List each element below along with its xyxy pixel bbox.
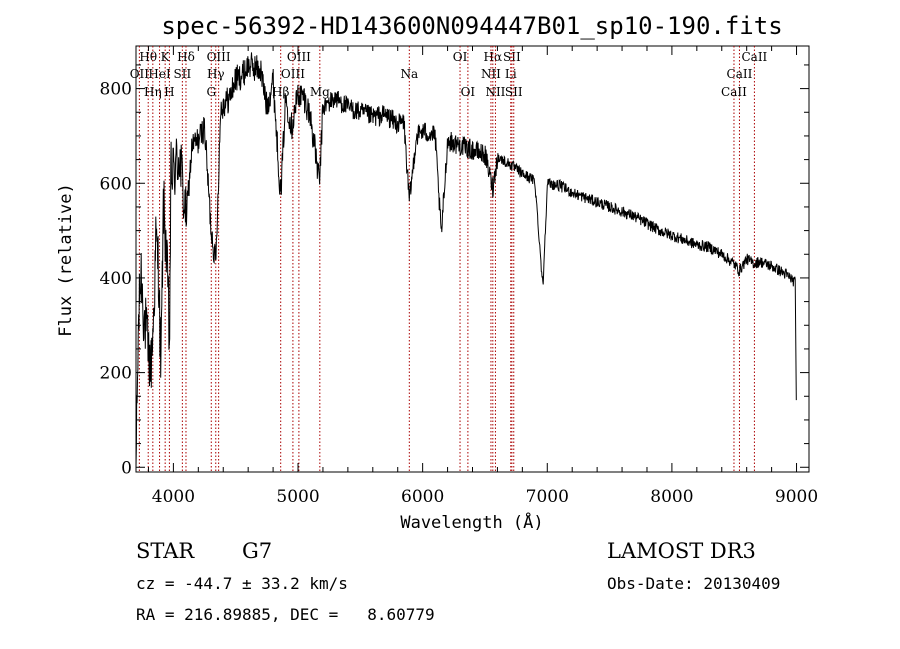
x-tick-label: 4000 [152,487,195,507]
line-marker-label: Hγ [207,67,225,81]
object-subclass: G7 [242,539,272,563]
line-marker-label: NII [481,67,501,81]
x-tick-label: 8000 [650,487,693,507]
line-marker-label: Na [400,67,418,81]
spectrum-layer [135,52,797,468]
line-marker-label: K [161,50,171,64]
coordinates: RA = 216.89885, DEC = 8.60779 [136,605,435,624]
line-marker-label: SII [503,50,521,64]
x-axis-title: Wavelength (Å) [400,511,543,533]
line-marker-label: SII [505,85,523,99]
line-marker-label: SII [174,67,192,81]
obs-date: Obs-Date: 20130409 [607,574,780,593]
line-marker-label: Li [505,67,517,81]
object-class: STAR [136,539,195,563]
axis-ticks: 4000 5000 6000 7000 8000 9000 0 200 400 600 800 [100,46,818,507]
line-marker-label: G [206,85,216,99]
y-tick-label: 400 [100,269,132,289]
y-tick-label: 200 [100,364,132,384]
line-marker-label: CaII [741,50,767,64]
line-marker-label: Mg [310,85,330,99]
y-tick-label: 0 [121,458,132,478]
y-axis-title: Flux (relative) [56,183,76,337]
x-tick-label: 6000 [401,487,444,507]
line-marker-label: CaII [721,85,747,99]
line-marker-label: Hα [484,50,503,64]
line-marker-label: OIII [281,67,305,81]
line-marker-layer: Hθ OII Hη K HeI H Hδ SII OIII Hγ G OIII OIII Hβ Mg Na OI… [130,46,768,472]
plot-frame [135,45,810,473]
line-marker-label: OII [130,67,150,81]
line-marker-label: HeI [148,67,171,81]
spectrum-line [135,52,797,468]
survey-label: LAMOST DR3 [607,539,756,563]
line-marker-label: Hη [144,85,162,99]
line-marker-label: CaII [727,67,753,81]
y-tick-label: 600 [100,174,132,194]
line-marker-label: Hθ [139,50,157,64]
line-marker-label: NII [485,85,505,99]
redshift-value: cz = -44.7 ± 33.2 km/s [136,574,348,593]
x-tick-label: 7000 [526,487,569,507]
line-marker-label: Hβ [272,85,289,99]
line-marker-label: OIII [207,50,231,64]
chart-title: spec-56392-HD143600N094447B01_sp10-190.f… [161,12,782,40]
line-marker-label: OI [453,50,468,64]
line-marker-label: H [164,85,174,99]
line-marker-label: Hδ [177,50,195,64]
y-tick-label: 800 [100,80,132,100]
line-marker-label: OIII [287,50,311,64]
x-tick-label: 5000 [276,487,319,507]
line-marker-label: OI [461,85,476,99]
x-tick-label: 9000 [775,487,818,507]
